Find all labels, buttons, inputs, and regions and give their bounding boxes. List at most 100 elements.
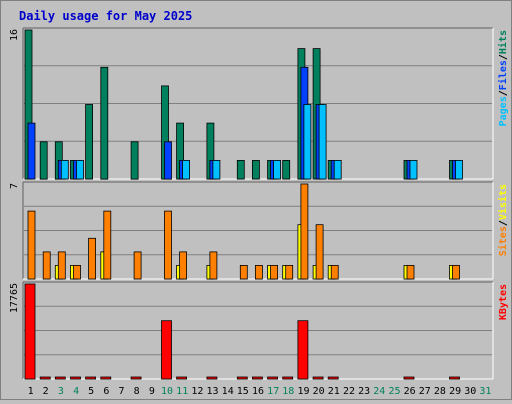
bar-sites-day-3	[57, 251, 66, 280]
x-tick-label-day-2: 2	[43, 386, 49, 397]
x-tick-label-day-18: 18	[282, 386, 294, 397]
legend-hits: Hits	[497, 30, 509, 54]
x-tick-label-day-9: 9	[149, 386, 155, 397]
x-tick-label-day-19: 19	[297, 386, 309, 397]
x-tick-label-day-13: 13	[206, 386, 218, 397]
kbytes-legend: KBytes	[498, 284, 509, 320]
x-tick-label-day-15: 15	[237, 386, 249, 397]
bar-kbytes-day-19	[297, 320, 309, 380]
bar-pages-day-20	[318, 104, 327, 180]
x-tick-label-day-8: 8	[134, 386, 140, 397]
x-axis-day-labels: 1 2 3 4 5 6 7 8 9 10 11 12 13 14 15 16 17 18 19 20 21 22 23 24 2…	[28, 386, 492, 397]
bar-kbytes-day-4	[70, 376, 81, 380]
chart-title: Daily usage for May 2025	[19, 9, 192, 23]
x-tick-label-day-30: 30	[464, 386, 476, 397]
bar-kbytes-day-2	[39, 376, 51, 380]
bar-sites-day-18	[285, 264, 294, 280]
legend-kbytes: KBytes	[498, 284, 509, 320]
legend-separator: /	[498, 90, 509, 96]
bar-kbytes-day-26	[403, 376, 415, 380]
bar-kbytes-day-11	[176, 376, 188, 380]
bar-sites-day-10	[164, 210, 172, 280]
x-tick-label-day-12: 12	[191, 386, 203, 397]
bar-sites-day-19	[300, 183, 309, 280]
bar-pages-day-3	[60, 159, 69, 180]
x-tick-label-day-6: 6	[103, 386, 109, 397]
bar-hits-day-16	[251, 159, 260, 180]
bar-hits-day-2	[39, 141, 48, 180]
bar-hits-day-18	[282, 159, 291, 180]
bar-kbytes-day-5	[85, 376, 96, 380]
bar-sites-day-16	[254, 264, 263, 280]
bar-pages-day-4	[76, 159, 84, 180]
bar-hits-day-15	[236, 159, 245, 180]
x-tick-label-day-28: 28	[434, 386, 446, 397]
x-tick-label-day-26: 26	[404, 386, 416, 397]
hits-files-pages-ymax-label: 16	[9, 29, 20, 41]
hits-files-pages-legend: Pages/Files/Hits	[497, 30, 509, 126]
bar-kbytes-day-29	[449, 376, 460, 380]
visits-sites-legend: Sites/Visits	[497, 184, 509, 256]
bar-kbytes-day-21	[327, 376, 339, 380]
bar-kbytes-day-16	[251, 376, 263, 380]
bar-sites-day-13	[209, 251, 218, 280]
x-tick-label-day-21: 21	[328, 386, 340, 397]
bar-sites-day-29	[452, 264, 460, 280]
bar-sites-day-2	[42, 251, 51, 280]
bar-sites-day-5	[88, 237, 96, 280]
x-tick-label-day-4: 4	[73, 386, 79, 397]
bar-kbytes-day-13	[206, 376, 218, 380]
x-tick-label-day-24: 24	[373, 386, 385, 397]
bar-sites-day-1	[27, 210, 36, 280]
bar-files-day-1	[27, 122, 36, 180]
bar-pages-day-19	[303, 104, 312, 180]
x-tick-label-day-22: 22	[343, 386, 355, 397]
bar-kbytes-day-17	[267, 376, 279, 380]
bar-pages-day-17	[273, 159, 282, 180]
x-tick-label-day-7: 7	[118, 386, 124, 397]
x-tick-label-day-25: 25	[388, 386, 400, 397]
bar-kbytes-day-20	[312, 376, 324, 380]
legend-separator: /	[498, 220, 509, 226]
bar-sites-day-8	[133, 251, 142, 280]
visits-sites-ymax-label: 7	[9, 183, 20, 189]
bar-hits-day-8	[130, 141, 139, 180]
bar-pages-day-11	[182, 159, 191, 180]
x-tick-label-day-20: 20	[313, 386, 325, 397]
x-tick-label-day-31: 31	[479, 386, 491, 397]
legend-visits: Visits	[497, 184, 509, 220]
x-tick-label-day-27: 27	[419, 386, 431, 397]
bar-sites-day-15	[239, 264, 248, 280]
x-tick-label-day-16: 16	[252, 386, 264, 397]
bar-sites-day-6	[103, 210, 112, 280]
x-tick-label-day-17: 17	[267, 386, 279, 397]
x-tick-label-day-23: 23	[358, 386, 370, 397]
bar-pages-day-29	[455, 159, 463, 180]
bar-hits-day-5	[85, 104, 93, 180]
bar-sites-day-11	[179, 251, 188, 280]
x-tick-label-day-1: 1	[28, 386, 34, 397]
bar-kbytes-day-18	[282, 376, 294, 380]
x-tick-label-day-10: 10	[161, 386, 173, 397]
legend-pages: Pages	[498, 96, 509, 126]
kbytes-ymax-label: 17765	[9, 283, 20, 313]
bar-sites-day-4	[73, 264, 81, 280]
legend-sites: Sites	[497, 226, 509, 256]
bar-pages-day-13	[212, 159, 221, 180]
bar-sites-day-20	[315, 224, 324, 280]
bar-kbytes-day-6	[100, 376, 112, 380]
x-tick-label-day-14: 14	[222, 386, 234, 397]
bar-sites-day-21	[330, 264, 339, 280]
bar-kbytes-day-10	[161, 320, 172, 380]
legend-files: Files	[497, 60, 509, 90]
bar-sites-day-26	[406, 264, 415, 280]
bar-files-day-10	[164, 141, 172, 180]
x-tick-label-day-5: 5	[88, 386, 94, 397]
bar-sites-day-17	[270, 264, 279, 280]
bar-kbytes-day-1	[24, 283, 36, 380]
bar-pages-day-21	[333, 159, 342, 180]
bar-kbytes-day-15	[236, 376, 248, 380]
